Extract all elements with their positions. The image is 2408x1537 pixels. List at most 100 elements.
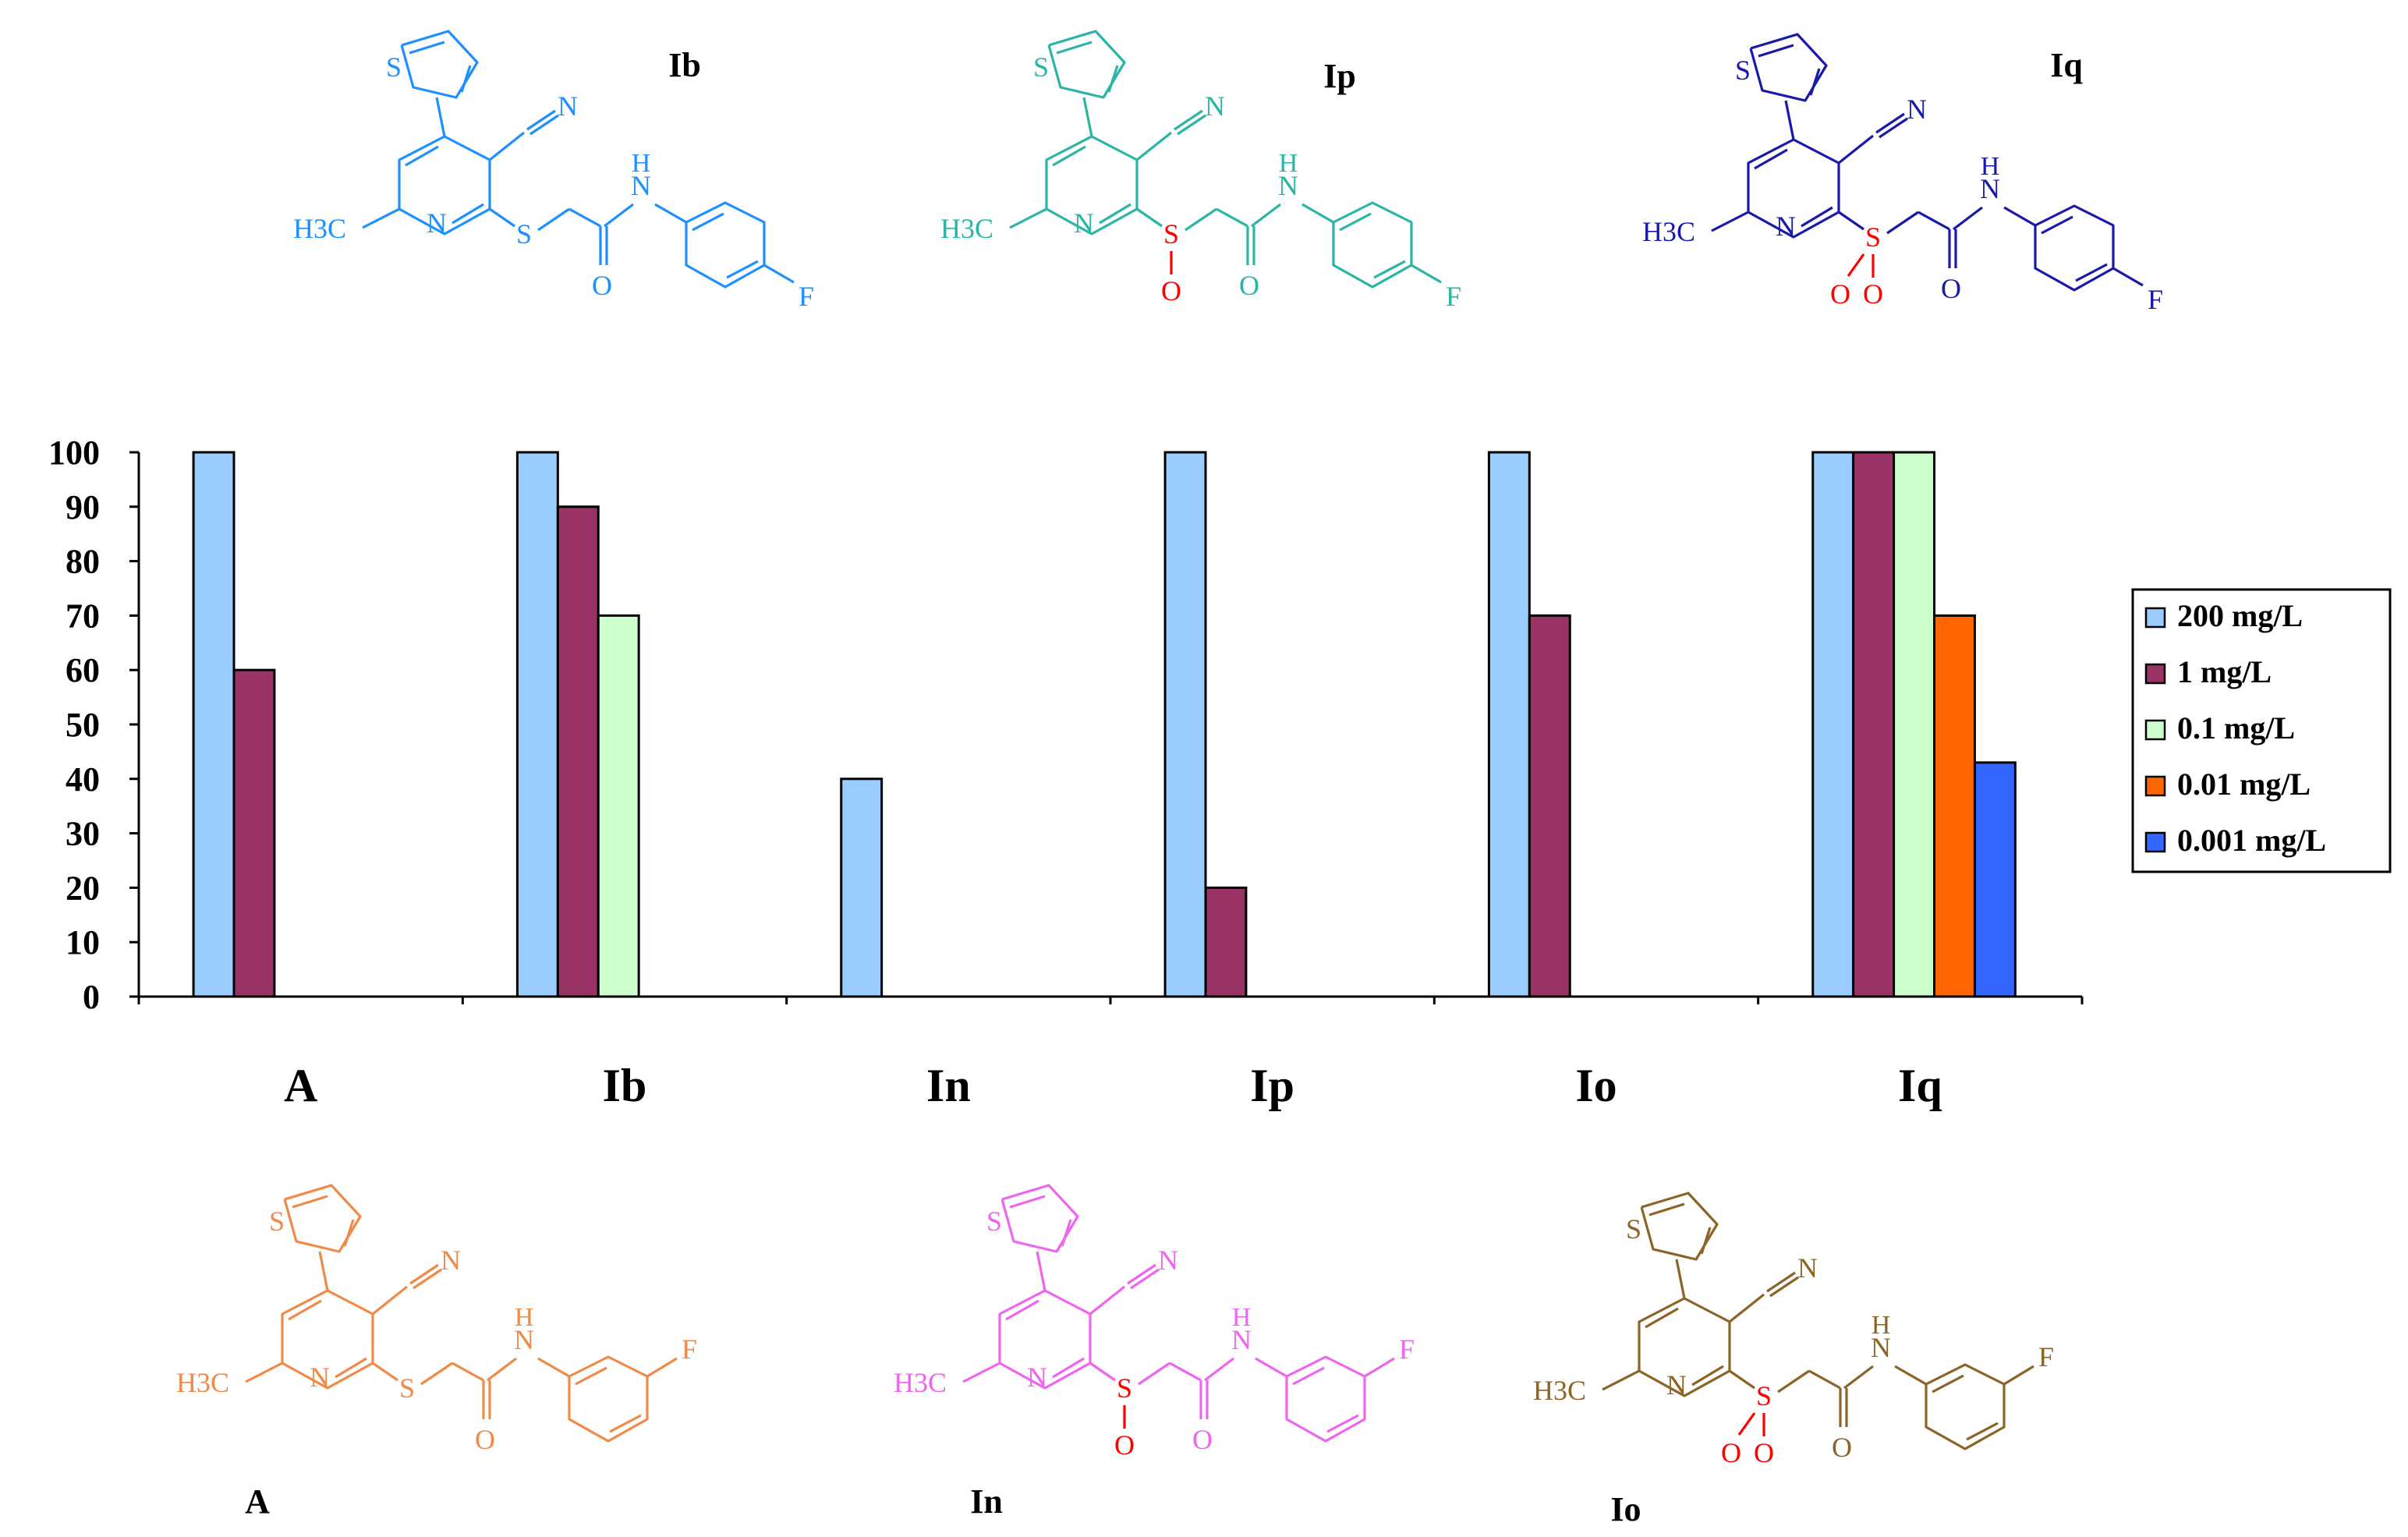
y-tick-label: 30 [66, 815, 100, 853]
methyl-label: H3C [1642, 216, 1695, 247]
bond [1847, 253, 1865, 277]
bond [1136, 207, 1163, 228]
bond [1099, 203, 1131, 225]
thiophene-sulfur: S [1735, 55, 1751, 86]
category-label: Ib [603, 1060, 647, 1111]
bond [245, 1362, 283, 1383]
carbonyl-oxygen: O [1941, 273, 1961, 304]
carbonyl-oxygen: O [475, 1424, 495, 1455]
legend-swatch [2144, 775, 2166, 797]
bar [1811, 451, 1855, 998]
bond [1784, 100, 1795, 140]
amide-hydrogen: H [1981, 152, 2000, 181]
nitrile-nitrogen: N [1205, 90, 1225, 122]
bond [962, 1362, 1000, 1383]
bond [1127, 1263, 1156, 1285]
bond [575, 1366, 607, 1386]
bond [420, 1362, 453, 1386]
bond [1009, 207, 1047, 229]
bond [1204, 1357, 1234, 1382]
y-tick-label: 50 [66, 706, 100, 744]
bond [1301, 203, 1334, 224]
carbonyl-oxygen: O [1239, 270, 1259, 301]
legend-swatch [2144, 607, 2166, 629]
bond [2041, 215, 2073, 235]
bond [1373, 260, 1406, 279]
bond [2003, 206, 2036, 227]
bond [1640, 1192, 1719, 1261]
sulfoxide-oxygen: O [1161, 275, 1181, 306]
thiophene-sulfur: S [386, 51, 402, 83]
bond [452, 1362, 484, 1382]
bond [1411, 264, 1442, 284]
amide-nitrogen: N [1871, 1332, 1891, 1363]
bond [1918, 211, 1950, 231]
fluorine: F [2148, 284, 2163, 315]
bond [1700, 1227, 1712, 1255]
legend-label: 0.001 mg/L [2177, 823, 2326, 858]
bond [362, 207, 400, 229]
bond [1052, 1357, 1085, 1379]
sulfone-oxygen: O [1721, 1437, 1741, 1468]
y-tick-label: 70 [66, 597, 100, 635]
bond [409, 41, 445, 55]
bar [1487, 451, 1531, 998]
amide-nitrogen: N [1231, 1324, 1252, 1355]
bond [1185, 207, 1217, 232]
y-tick-label: 40 [66, 760, 100, 799]
category-label: A [284, 1060, 317, 1111]
bond [1843, 1365, 1874, 1390]
linkage-sulfur: S [1117, 1372, 1132, 1404]
bond [692, 212, 724, 232]
thiophene-sulfur: S [1033, 51, 1049, 83]
bond [1769, 1276, 1799, 1298]
methyl-label: H3C [894, 1367, 947, 1398]
bond [1036, 1251, 1046, 1291]
legend-label: 0.1 mg/L [2177, 710, 2295, 745]
bond [1056, 41, 1092, 55]
bond [452, 203, 484, 225]
bar [1973, 761, 2017, 998]
bond [1107, 65, 1119, 93]
bond [1894, 1365, 1927, 1386]
bond [2075, 263, 2108, 282]
fluorine: F [1399, 1333, 1415, 1365]
bond [1675, 1259, 1686, 1299]
amide-hydrogen: H [515, 1303, 534, 1332]
bond [1645, 1307, 1679, 1329]
nitrile-nitrogen: N [1907, 94, 1927, 125]
bond [1332, 201, 1413, 289]
linkage-sulfur: S [1756, 1380, 1772, 1411]
nitrile-nitrogen: N [1797, 1252, 1818, 1284]
y-tick-label: 10 [66, 923, 100, 962]
carbonyl-oxygen: O [592, 270, 612, 301]
compound-label: Ip [1323, 57, 1356, 95]
amide-nitrogen: N [1980, 173, 2000, 204]
bars [192, 451, 2017, 998]
fluorine: F [1446, 281, 1461, 312]
bar [1933, 614, 1976, 998]
sulfoxide-oxygen: O [1754, 1437, 1774, 1468]
bar [597, 614, 640, 998]
amide-hydrogen: H [1279, 149, 1298, 178]
nitrile-nitrogen: N [558, 90, 578, 122]
bond [1808, 1369, 1841, 1390]
bond [1754, 148, 1788, 170]
bond [1285, 1355, 1366, 1443]
amide-hydrogen: H [1872, 1311, 1891, 1340]
thiophene-sulfur: S [986, 1206, 1002, 1237]
bond [726, 260, 759, 279]
bond [654, 203, 687, 224]
bond [292, 1195, 328, 1209]
bond [1138, 1362, 1170, 1386]
bond [1005, 1299, 1039, 1321]
bond [604, 203, 634, 228]
category-label: Iq [1898, 1060, 1942, 1111]
bond [409, 1263, 439, 1285]
bond [372, 1285, 408, 1316]
